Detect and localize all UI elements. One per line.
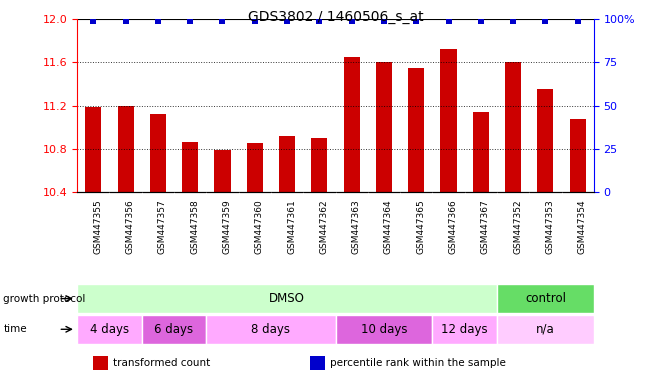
Point bbox=[88, 18, 99, 24]
Text: GSM447366: GSM447366 bbox=[448, 199, 458, 254]
Point bbox=[508, 18, 519, 24]
Text: time: time bbox=[3, 324, 27, 334]
Bar bbox=[505, 63, 521, 192]
Text: 6 days: 6 days bbox=[154, 323, 194, 336]
Point bbox=[314, 18, 325, 24]
Text: GSM447364: GSM447364 bbox=[384, 199, 393, 254]
Text: GSM447363: GSM447363 bbox=[352, 199, 360, 254]
Text: percentile rank within the sample: percentile rank within the sample bbox=[330, 358, 506, 368]
Text: GSM447353: GSM447353 bbox=[546, 199, 554, 254]
Point bbox=[572, 18, 583, 24]
Text: GSM447358: GSM447358 bbox=[190, 199, 199, 254]
Point bbox=[120, 18, 131, 24]
Point bbox=[443, 18, 454, 24]
Bar bbox=[344, 57, 360, 192]
Point bbox=[217, 18, 228, 24]
Bar bbox=[215, 150, 231, 192]
Text: 10 days: 10 days bbox=[361, 323, 407, 336]
Point bbox=[540, 18, 551, 24]
Text: GSM447362: GSM447362 bbox=[319, 199, 328, 254]
Point bbox=[152, 18, 163, 24]
Bar bbox=[310, 356, 325, 370]
Bar bbox=[336, 315, 432, 344]
Text: GSM447352: GSM447352 bbox=[513, 199, 522, 254]
Text: GSM447361: GSM447361 bbox=[287, 199, 296, 254]
Bar bbox=[279, 136, 295, 192]
Text: GSM447359: GSM447359 bbox=[223, 199, 231, 254]
Text: GSM447355: GSM447355 bbox=[93, 199, 102, 254]
Bar bbox=[570, 119, 586, 192]
Text: growth protocol: growth protocol bbox=[3, 293, 86, 304]
Text: control: control bbox=[525, 292, 566, 305]
Text: DMSO: DMSO bbox=[269, 292, 305, 305]
Point bbox=[346, 18, 357, 24]
Bar bbox=[182, 142, 198, 192]
Bar bbox=[497, 284, 594, 313]
Bar bbox=[117, 106, 134, 192]
Text: n/a: n/a bbox=[536, 323, 555, 336]
Text: GSM447367: GSM447367 bbox=[481, 199, 490, 254]
Text: GSM447360: GSM447360 bbox=[255, 199, 264, 254]
Text: 4 days: 4 days bbox=[90, 323, 129, 336]
Point bbox=[282, 18, 293, 24]
Text: GSM447357: GSM447357 bbox=[158, 199, 167, 254]
Text: GSM447365: GSM447365 bbox=[416, 199, 425, 254]
Bar bbox=[408, 68, 424, 192]
Bar bbox=[537, 89, 554, 192]
Text: 8 days: 8 days bbox=[252, 323, 291, 336]
Bar bbox=[77, 315, 142, 344]
Point bbox=[378, 18, 389, 24]
Point bbox=[411, 18, 421, 24]
Point bbox=[250, 18, 260, 24]
Text: transformed count: transformed count bbox=[113, 358, 211, 368]
Text: GSM447356: GSM447356 bbox=[125, 199, 135, 254]
Text: 12 days: 12 days bbox=[442, 323, 488, 336]
Bar bbox=[150, 114, 166, 192]
Bar bbox=[376, 63, 392, 192]
Bar bbox=[142, 315, 207, 344]
Point bbox=[476, 18, 486, 24]
Bar bbox=[432, 315, 497, 344]
Bar bbox=[247, 143, 263, 192]
Text: GDS3802 / 1460506_s_at: GDS3802 / 1460506_s_at bbox=[248, 10, 423, 23]
Bar bbox=[497, 315, 594, 344]
Bar bbox=[311, 138, 327, 192]
Bar bbox=[93, 356, 108, 370]
Bar bbox=[207, 315, 336, 344]
Bar bbox=[85, 107, 101, 192]
Bar bbox=[440, 50, 456, 192]
Bar bbox=[77, 284, 497, 313]
Text: GSM447354: GSM447354 bbox=[578, 199, 586, 254]
Point bbox=[185, 18, 195, 24]
Bar bbox=[473, 112, 489, 192]
